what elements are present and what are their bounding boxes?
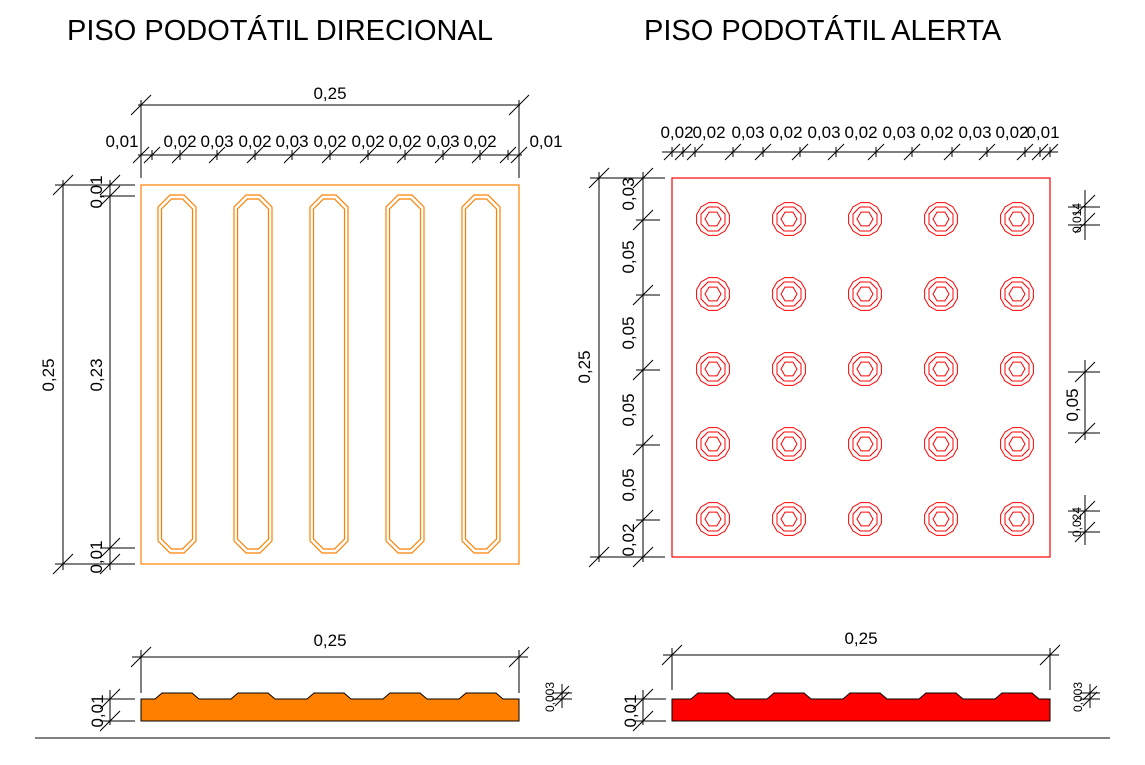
alert-dome [924, 352, 958, 386]
alert-dome [772, 427, 806, 461]
dir-top-seg-0: 0,01 [105, 132, 138, 151]
dir-top-seg-4: 0,03 [275, 132, 308, 151]
alert-left-total-label: 0,25 [575, 350, 594, 383]
alert-top-seg-6: 0,03 [882, 123, 915, 142]
title-directional: PISO PODOTÁTIL DIRECIONAL [67, 14, 493, 47]
alert-left-seg-2: 0,05 [619, 316, 638, 349]
directional-section-width-label: 0,25 [313, 631, 346, 650]
directional-top-total-label: 0,25 [313, 84, 346, 103]
alert-left-seg-0: 0,03 [619, 177, 638, 210]
alert-dome [848, 427, 882, 461]
alert-section-relief-label: 0,003 [1071, 682, 1085, 712]
alert-top-seg-3: 0,02 [769, 123, 802, 142]
alert-top-seg-2: 0,03 [731, 123, 764, 142]
directional-section-profile [140, 692, 520, 722]
alert-dome [924, 427, 958, 461]
directional-top-segments-dim: 0,01 0,02 0,03 0,02 0,03 0,02 0,02 0,02 … [105, 132, 563, 164]
alert-dome [924, 502, 958, 536]
alert-domes [696, 202, 1034, 536]
alert-dome [1000, 352, 1034, 386]
alert-dome [1000, 202, 1034, 236]
directional-left-middle-label: 0,23 [87, 358, 106, 391]
alert-left-seg-3: 0,05 [619, 393, 638, 426]
directional-top-total-dim: 0,25 [130, 84, 530, 178]
alert-dome [1000, 427, 1034, 461]
alert-top-seg-9: 0,02 [995, 123, 1028, 142]
dir-top-seg-8: 0,03 [426, 132, 459, 151]
alert-left-seg-5: 0,02 [619, 523, 638, 556]
alert-section-profile [671, 692, 1051, 722]
dir-top-seg-1: 0,02 [163, 132, 196, 151]
alert-right-middle-label: 0,05 [1063, 388, 1082, 421]
alert-top-seg-0: 0,02 [660, 123, 693, 142]
alert-dome [772, 277, 806, 311]
dir-top-seg-3: 0,02 [238, 132, 271, 151]
alert-section-height-label: 0,01 [621, 694, 640, 727]
directional-bar [461, 194, 501, 554]
alert-top-seg-1: 0,02 [692, 123, 725, 142]
directional-left-bottom-label: 0,01 [87, 540, 106, 573]
alert-plan [671, 177, 1051, 558]
directional-bar [233, 194, 273, 554]
alert-dome [696, 427, 730, 461]
alert-dome [848, 352, 882, 386]
dir-top-seg-2: 0,03 [200, 132, 233, 151]
alert-left-seg-1: 0,05 [619, 240, 638, 273]
title-alert: PISO PODOTÁTIL ALERTA [644, 14, 1002, 47]
directional-section-height-label: 0,01 [88, 694, 107, 727]
alert-section: 0,25 0,01 0,003 [621, 629, 1100, 732]
directional-bar [157, 194, 197, 554]
alert-dome [696, 202, 730, 236]
directional-left-dims: 0,25 0,23 0,01 0,01 [39, 174, 135, 575]
alert-dome [924, 277, 958, 311]
alert-top-seg-8: 0,03 [958, 123, 991, 142]
directional-bar [309, 194, 349, 554]
alert-top-seg-5: 0,02 [844, 123, 877, 142]
directional-plan [140, 184, 520, 565]
directional-section-relief-label: 0,003 [543, 682, 557, 712]
alert-section-width-label: 0,25 [844, 629, 877, 648]
alert-right-bottom-label: 0,024 [1070, 507, 1084, 537]
dir-top-seg-9: 0,02 [463, 132, 496, 151]
alert-dome [848, 502, 882, 536]
alert-dome [772, 502, 806, 536]
alert-dome [696, 502, 730, 536]
dir-top-seg-6: 0,02 [351, 132, 384, 151]
alert-dome [848, 277, 882, 311]
alert-dome [1000, 277, 1034, 311]
directional-section: 0,25 0,01 0,003 [88, 631, 572, 732]
directional-bar [385, 194, 425, 554]
directional-left-top-label: 0,01 [87, 175, 106, 208]
alert-dome [924, 202, 958, 236]
alert-right-dims: 0,014 0,05 0,024 [1063, 190, 1100, 545]
alert-dome [772, 202, 806, 236]
alert-left-seg-4: 0,05 [619, 468, 638, 501]
alert-top-seg-7: 0,02 [920, 123, 953, 142]
alert-top-seg-10: 0,01 [1026, 123, 1059, 142]
alert-tile-outline [671, 177, 1051, 558]
alert-dome [696, 277, 730, 311]
dir-top-seg-10: 0,01 [529, 132, 562, 151]
directional-left-total-label: 0,25 [39, 358, 58, 391]
alert-top-seg-4: 0,03 [807, 123, 840, 142]
dir-top-seg-5: 0,02 [313, 132, 346, 151]
alert-dome [1000, 502, 1034, 536]
directional-tile-outline [140, 184, 520, 565]
alert-dome [848, 202, 882, 236]
alert-top-segments-dim: 0,02 0,02 0,03 0,02 0,03 0,02 0,03 0,02 … [660, 123, 1060, 161]
dir-top-seg-7: 0,02 [388, 132, 421, 151]
directional-bars [157, 194, 501, 554]
alert-left-dims: 0,25 0,03 0,05 0,05 0,05 0,05 0,02 [575, 167, 665, 568]
alert-right-top-label: 0,014 [1070, 203, 1084, 233]
alert-dome [772, 352, 806, 386]
alert-dome [696, 352, 730, 386]
